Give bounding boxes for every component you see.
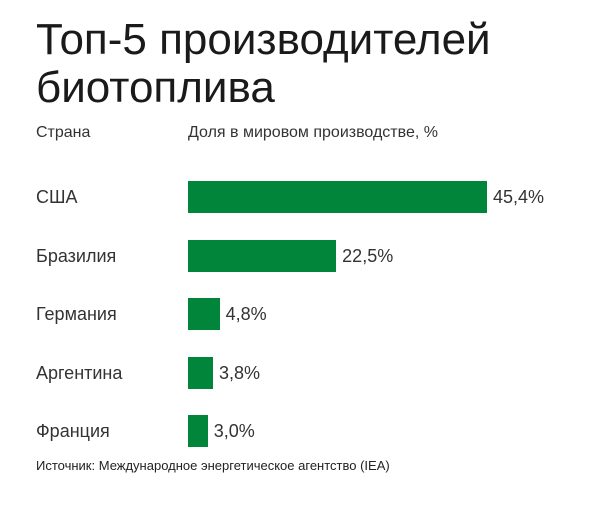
category-label: Франция — [36, 421, 110, 441]
source-note: Источник: Международное энергетическое а… — [36, 458, 390, 473]
value-label: 3,0% — [213, 421, 255, 441]
bar — [188, 240, 337, 272]
bar — [188, 298, 220, 330]
chart-title: Топ-5 производителей биотоплива — [36, 15, 491, 112]
category-header: Страна — [36, 124, 91, 141]
value-label: 4,8% — [225, 304, 267, 324]
bar — [188, 181, 487, 213]
value-label: 45,4% — [493, 187, 545, 207]
category-label: Бразилия — [36, 246, 117, 266]
category-label: Аргентина — [36, 363, 123, 383]
category-label: Германия — [36, 304, 117, 324]
value-label: 3,8% — [219, 363, 261, 383]
bar — [188, 415, 208, 447]
category-label: США — [36, 187, 78, 207]
value-header: Доля в мировом производстве, % — [188, 124, 438, 141]
value-label: 22,5% — [342, 246, 394, 266]
bar — [188, 357, 214, 389]
